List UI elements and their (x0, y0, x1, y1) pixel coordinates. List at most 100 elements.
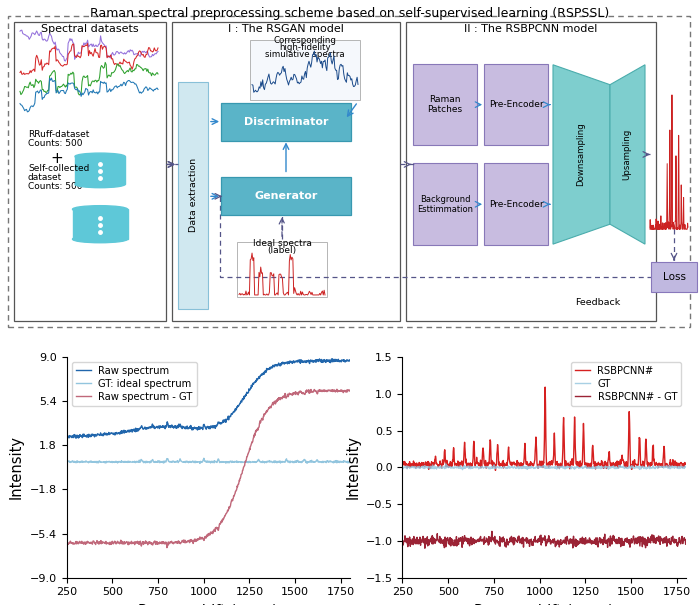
RSBPCNN# (643, 461, 652, 468)
X-axis label: Raman shift (cm⁻¹): Raman shift (cm⁻¹) (475, 603, 614, 605)
RSBPCNN# - GT (571, 543, 580, 550)
X-axis label: Raman shift (cm⁻¹): Raman shift (cm⁻¹) (139, 603, 278, 605)
Raw spectrum (234, 402, 243, 409)
RSBPCNN# (571, 444, 580, 451)
Text: Feedback: Feedback (575, 298, 621, 307)
Ellipse shape (73, 235, 127, 243)
Line: GT: GT (402, 464, 686, 469)
RSBPCNN# (398, 460, 407, 467)
Text: Discriminator: Discriminator (244, 117, 328, 126)
GT: ideal spectrum: (250, 0.422): ideal spectrum: (250, 0.422) (62, 459, 71, 466)
Text: Counts: 500: Counts: 500 (28, 182, 83, 191)
Line: Raw spectrum: Raw spectrum (66, 359, 350, 438)
RSBPCNN# - GT (421, 544, 429, 552)
Text: Corresponding: Corresponding (274, 36, 337, 45)
RSBPCNN# (541, 384, 550, 391)
Text: Raman
Patches: Raman Patches (428, 95, 463, 114)
Raw spectrum (328, 355, 337, 362)
GT: ideal spectrum: (345, 0.478): ideal spectrum: (345, 0.478) (80, 458, 88, 465)
RSBPCNN# - GT (488, 528, 496, 535)
Text: Data extraction: Data extraction (188, 159, 197, 232)
GT: ideal spectrum: (1.15e+03, 0.475): ideal spectrum: (1.15e+03, 0.475) (228, 458, 236, 465)
RSBPCNN# (580, 430, 588, 437)
RSBPCNN# - GT (580, 537, 588, 544)
Y-axis label: Intensity: Intensity (345, 436, 361, 499)
Text: Loss: Loss (662, 272, 685, 282)
Text: I : The RSGAN model: I : The RSGAN model (228, 24, 344, 34)
Raw spectrum - GT (162, 544, 171, 551)
Ellipse shape (75, 153, 125, 160)
RSBPCNN# - GT (564, 536, 572, 543)
GT (442, 460, 450, 468)
Text: II : The RSBPCNN model: II : The RSBPCNN model (464, 24, 598, 34)
Raw spectrum - GT (307, 386, 315, 393)
Text: high-fidelity: high-fidelity (279, 43, 331, 52)
RSBPCNN# - GT (682, 537, 690, 544)
Line: Raw spectrum - GT: Raw spectrum - GT (66, 389, 350, 548)
GT: ideal spectrum: (1.8e+03, 0.41): ideal spectrum: (1.8e+03, 0.41) (346, 459, 354, 466)
Text: Raman spectral preprocessing scheme based on self-supervised learning (RSPSSL): Raman spectral preprocessing scheme base… (90, 7, 610, 20)
Text: (label): (label) (267, 246, 297, 255)
Raw spectrum - GT (332, 385, 341, 393)
Bar (178, 82, 208, 309)
Line: GT: ideal spectrum: GT: ideal spectrum (66, 459, 350, 463)
GT (682, 463, 690, 471)
Bar (73, 209, 127, 239)
Text: Downsampling: Downsampling (577, 123, 585, 186)
Line: RSBPCNN#: RSBPCNN# (402, 387, 686, 470)
Raw spectrum (62, 431, 71, 439)
RSBPCNN# - GT (643, 542, 652, 549)
Bar (406, 22, 656, 321)
RSBPCNN# - GT (614, 536, 622, 543)
Bar (172, 22, 400, 321)
FancyBboxPatch shape (651, 262, 697, 292)
Text: Upsampling: Upsampling (622, 129, 631, 180)
Raw spectrum (307, 358, 315, 365)
Text: simulative spectra: simulative spectra (265, 50, 345, 59)
RSBPCNN# (614, 464, 622, 471)
Polygon shape (553, 65, 610, 244)
Raw spectrum - GT (244, 452, 252, 459)
FancyBboxPatch shape (484, 163, 548, 245)
GT (580, 464, 588, 471)
Y-axis label: Intensity: Intensity (9, 436, 24, 499)
GT: ideal spectrum: (1e+03, 0.739): ideal spectrum: (1e+03, 0.739) (199, 455, 208, 462)
GT: ideal spectrum: (979, 0.322): ideal spectrum: (979, 0.322) (196, 460, 204, 467)
FancyBboxPatch shape (413, 163, 477, 245)
Bar (250, 40, 360, 100)
Text: +: + (50, 151, 63, 166)
Raw spectrum (278, 359, 286, 366)
RSBPCNN# - GT (398, 538, 407, 546)
GT: ideal spectrum: (1.19e+03, 0.423): ideal spectrum: (1.19e+03, 0.423) (235, 459, 244, 466)
Raw spectrum - GT (228, 497, 236, 504)
Line: RSBPCNN# - GT: RSBPCNN# - GT (402, 531, 686, 548)
FancyBboxPatch shape (484, 64, 548, 145)
Raw spectrum - GT (80, 541, 88, 548)
RSBPCNN# (564, 460, 572, 467)
RSBPCNN# (682, 461, 690, 468)
GT: ideal spectrum: (1.43e+03, 0.492): ideal spectrum: (1.43e+03, 0.492) (278, 458, 286, 465)
Bar (75, 157, 125, 185)
Text: Ideal spectra: Ideal spectra (253, 239, 312, 248)
Text: Pre-Encoder: Pre-Encoder (489, 100, 543, 109)
Text: dataset: dataset (28, 174, 62, 182)
RSBPCNN# (416, 464, 424, 471)
Raw spectrum - GT (278, 394, 286, 401)
Text: Generator: Generator (254, 191, 318, 201)
Text: Spectral datasets: Spectral datasets (41, 24, 139, 34)
Raw spectrum - GT (346, 386, 354, 393)
Raw spectrum (80, 431, 88, 438)
FancyBboxPatch shape (221, 103, 351, 140)
GT (416, 464, 424, 471)
Raw spectrum - GT (62, 539, 71, 546)
FancyBboxPatch shape (221, 177, 351, 215)
GT (643, 464, 652, 471)
Text: Pre-Encoder: Pre-Encoder (489, 200, 543, 209)
Bar (14, 22, 166, 321)
Text: Self-collected: Self-collected (28, 165, 90, 174)
GT (564, 463, 572, 471)
GT: ideal spectrum: (1.59e+03, 0.508): ideal spectrum: (1.59e+03, 0.508) (307, 457, 316, 465)
Raw spectrum (228, 410, 236, 417)
Text: Background
Esttimmation: Background Esttimmation (417, 195, 473, 214)
Bar (237, 242, 327, 297)
